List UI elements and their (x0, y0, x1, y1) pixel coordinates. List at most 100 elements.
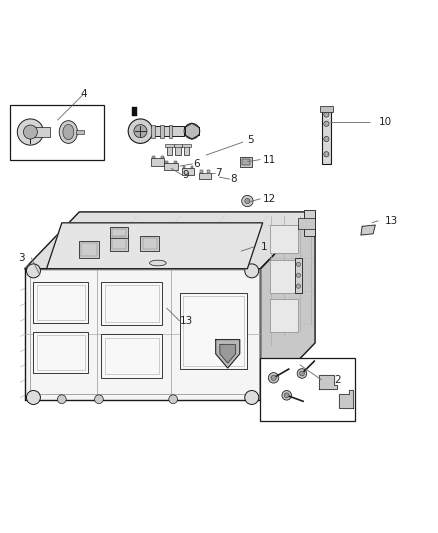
Bar (183, 166, 185, 168)
Bar (191, 166, 193, 168)
Text: 2: 2 (335, 375, 341, 385)
Bar (294, 258, 302, 293)
Bar (76, 130, 84, 134)
Bar (173, 144, 182, 147)
Bar (160, 125, 163, 138)
Polygon shape (220, 345, 236, 363)
Bar (174, 161, 177, 164)
Circle shape (245, 391, 259, 405)
Bar (132, 107, 137, 116)
Bar (161, 156, 163, 158)
Bar (242, 159, 250, 165)
Text: 10: 10 (378, 117, 392, 127)
Bar (184, 146, 189, 155)
Circle shape (324, 152, 329, 157)
Bar (175, 146, 180, 155)
Bar (297, 219, 315, 229)
Circle shape (245, 198, 250, 204)
Text: 7: 7 (215, 168, 221, 177)
Circle shape (128, 119, 152, 143)
Bar (81, 244, 97, 256)
Ellipse shape (150, 260, 166, 266)
Polygon shape (319, 375, 337, 389)
Bar (33, 332, 88, 374)
Bar (200, 171, 203, 173)
Text: 13: 13 (180, 316, 193, 326)
Bar (37, 285, 85, 320)
Bar (165, 144, 173, 147)
Polygon shape (261, 212, 315, 400)
Circle shape (324, 121, 329, 126)
Bar (270, 299, 298, 332)
Bar (110, 227, 128, 238)
Circle shape (23, 125, 37, 139)
Bar (183, 296, 244, 366)
Bar (240, 157, 252, 167)
Bar (151, 158, 164, 166)
Polygon shape (25, 269, 261, 400)
Bar (165, 161, 168, 164)
Circle shape (57, 395, 66, 403)
Bar (30, 269, 261, 394)
Bar (321, 107, 331, 164)
Circle shape (26, 391, 40, 405)
Text: 11: 11 (263, 155, 276, 165)
Bar (141, 236, 159, 251)
Circle shape (300, 371, 304, 376)
Bar (182, 144, 191, 147)
Bar (151, 125, 155, 138)
Circle shape (242, 195, 253, 207)
Bar (166, 146, 172, 155)
Bar (79, 241, 99, 258)
Bar (152, 156, 155, 158)
Polygon shape (216, 340, 240, 368)
Circle shape (169, 395, 177, 403)
Circle shape (271, 375, 276, 381)
Polygon shape (25, 212, 315, 269)
Bar (180, 293, 247, 369)
Text: 3: 3 (18, 253, 25, 263)
Text: 6: 6 (193, 159, 199, 169)
Bar (320, 106, 332, 112)
Bar (164, 164, 177, 171)
Text: 8: 8 (230, 174, 237, 184)
Bar (101, 334, 162, 378)
Circle shape (296, 284, 300, 288)
Text: 4: 4 (80, 89, 87, 99)
Bar (260, 358, 355, 422)
Text: 12: 12 (263, 194, 276, 204)
Bar (37, 335, 85, 370)
Bar (101, 282, 162, 326)
Circle shape (284, 393, 289, 398)
Bar (11, 105, 104, 159)
Bar (105, 285, 159, 322)
Bar (143, 238, 156, 249)
Circle shape (297, 369, 307, 378)
Circle shape (324, 136, 329, 142)
Bar (169, 125, 172, 138)
Bar (304, 210, 315, 236)
Bar (112, 237, 126, 249)
Bar (33, 282, 88, 323)
Circle shape (95, 395, 103, 403)
Circle shape (17, 119, 43, 145)
Text: 9: 9 (182, 170, 188, 180)
Circle shape (282, 391, 291, 400)
Bar (112, 229, 126, 236)
Circle shape (268, 373, 279, 383)
Circle shape (26, 264, 40, 278)
Ellipse shape (59, 120, 78, 143)
Circle shape (245, 264, 259, 278)
Text: 5: 5 (247, 135, 254, 145)
Bar (270, 260, 298, 293)
Ellipse shape (63, 124, 74, 140)
Ellipse shape (121, 257, 138, 263)
Text: 1: 1 (261, 242, 267, 252)
Bar (105, 338, 159, 374)
Bar (110, 235, 128, 251)
Bar (182, 168, 194, 175)
Circle shape (247, 395, 256, 403)
Polygon shape (339, 391, 353, 408)
Circle shape (324, 112, 329, 117)
Polygon shape (46, 223, 263, 269)
